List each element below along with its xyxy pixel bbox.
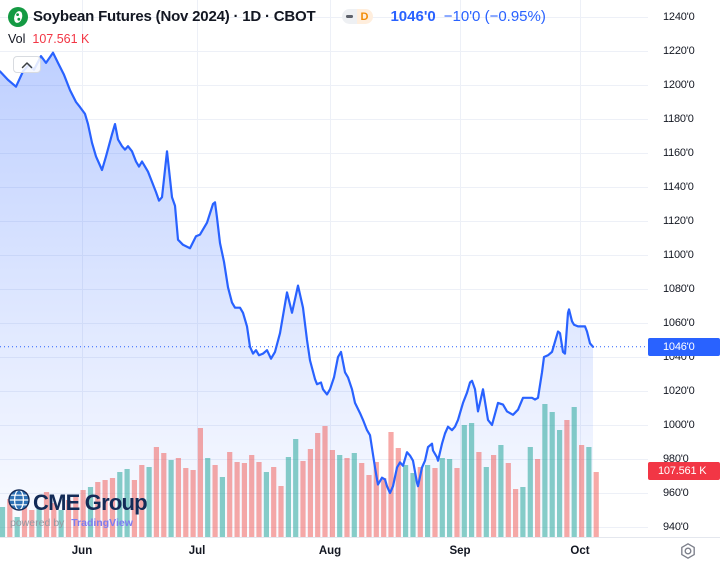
price-tick-label: 1060'0 [663,317,695,329]
symbol-title[interactable]: Soybean Futures (Nov 2024) · 1D · CBOT [33,8,316,25]
legend-volume-row: Vol 107.561 K [8,32,546,46]
price-tick-label: 1100'0 [663,249,694,261]
attribution: CME Group powered by TradingView [8,489,148,529]
price-tick-label: 1080'0 [663,283,695,295]
time-tick-label: Jun [71,545,93,557]
cme-brand-text: CME Group [33,489,148,515]
last-price-value: 1046'0 [390,8,436,25]
globe-icon [8,489,30,516]
cme-logo[interactable]: CME Group [8,489,148,516]
symbol-logo-icon [8,6,28,27]
gear-icon[interactable] [678,542,698,562]
powered-by-row: powered by TradingView [10,517,147,529]
price-tick-label: 940'0 [663,521,689,533]
minus-icon[interactable] [342,9,358,24]
legend-controls[interactable]: D [342,9,374,24]
legend-title-row: Soybean Futures (Nov 2024) · 1D · CBOT D… [8,6,546,27]
interval-badge: D [357,9,374,24]
collapse-legend-button[interactable] [13,56,41,73]
time-tick-label: Jul [188,545,206,557]
price-tick-label: 1160'0 [663,147,694,159]
price-tick-label: 1200'0 [663,79,695,91]
volume-label: Vol [8,32,26,46]
price-tick-label: 1000'0 [663,419,695,431]
price-tick-label: 1240'0 [663,11,695,23]
price-tick-label: 960'0 [663,487,689,499]
tradingview-link[interactable]: TradingView [71,517,133,529]
time-tick-label: Sep [449,545,471,557]
chevron-up-icon [21,61,33,68]
quote: 1046'0 −10'0 (−0.95%) [390,8,545,25]
time-scale[interactable]: Jun Jul Aug Sep Oct [0,537,720,564]
powered-by-label: powered by [10,517,65,529]
chart-pane[interactable]: Soybean Futures (Nov 2024) · 1D · CBOT D… [0,0,648,537]
price-chart[interactable] [0,0,648,537]
price-tick-label: 1020'0 [663,385,695,397]
price-tick-label: 1220'0 [663,45,695,57]
price-change: −10'0 (−0.95%) [443,8,546,25]
price-tick-label: 1120'0 [663,215,694,227]
time-tick-label: Aug [318,545,342,557]
price-scale[interactable]: 1046'0 107.561 K 1240'0 1220'0 1200'0 1180'… [648,0,720,537]
volume-badge: 107.561 K [648,462,720,480]
chart-legend: Soybean Futures (Nov 2024) · 1D · CBOT D… [8,6,546,46]
last-price-badge: 1046'0 [648,337,720,356]
time-tick-label: Oct [570,545,590,557]
price-tick-label: 1180'0 [663,113,694,125]
volume-value: 107.561 K [32,32,90,46]
price-tick-label: 1140'0 [663,181,694,193]
